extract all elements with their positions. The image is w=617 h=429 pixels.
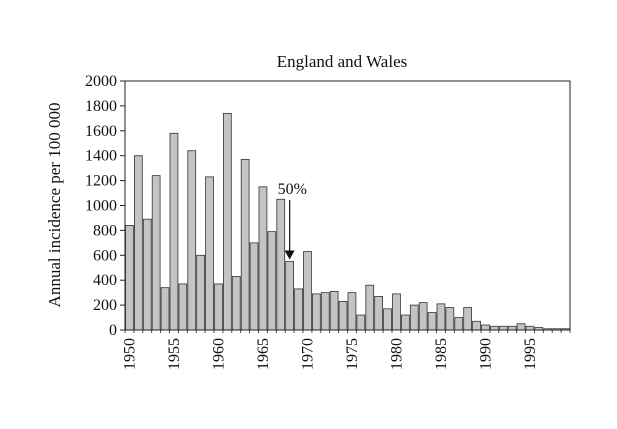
x-tick-label: 1955 [166, 338, 183, 370]
x-tick-label: 1990 [477, 338, 494, 370]
bar-1978 [374, 295, 384, 331]
y-tick-label: 2000 [85, 73, 117, 90]
bar-1953 [151, 175, 161, 331]
bar-1981 [400, 314, 410, 331]
annotation-arrow-head [284, 250, 295, 260]
y-tick-label: 400 [93, 272, 117, 289]
bar-1961 [222, 112, 232, 331]
annotation: 50% [278, 181, 307, 260]
bar-1987 [454, 317, 464, 331]
bar-1973 [329, 291, 339, 331]
y-tick-label: 200 [93, 297, 117, 314]
bar-1950 [125, 225, 134, 331]
x-tick-label: 1965 [255, 338, 272, 370]
bar-1976 [356, 314, 366, 331]
x-tick-label: 1980 [388, 338, 405, 370]
bar-1982 [409, 304, 419, 331]
bar-1991 [489, 325, 499, 331]
y-tick-label: 600 [93, 247, 117, 264]
bar-1959 [205, 176, 214, 331]
bar-1972 [320, 292, 330, 331]
bar-1992 [498, 325, 508, 331]
bar-1954 [160, 287, 170, 331]
bar-1977 [365, 284, 375, 331]
y-tick-label: 1200 [85, 173, 117, 190]
x-tick-label: 1975 [344, 338, 361, 370]
bar-1993 [507, 325, 517, 331]
y-tick-label: 800 [93, 222, 117, 239]
x-tick-label: 1985 [433, 338, 450, 370]
bar-1965 [258, 186, 268, 331]
bar-1995 [525, 325, 535, 331]
bar-1979 [383, 308, 392, 331]
bar-1966 [267, 231, 277, 331]
bar-1971 [311, 293, 321, 331]
annotation-label: 50% [278, 181, 307, 198]
bar-1970 [303, 251, 312, 331]
bar-1962 [231, 276, 241, 331]
bar-1988 [463, 307, 473, 331]
bar-1951 [133, 155, 143, 331]
bar-1986 [445, 307, 455, 331]
x-tick-label: 1950 [121, 338, 138, 370]
chart-title: England and Wales [277, 52, 408, 71]
bar-1958 [196, 254, 205, 331]
y-tick-label: 1000 [85, 198, 117, 215]
bar-1955 [169, 132, 179, 331]
bar-1975 [347, 292, 357, 331]
bar-1956 [178, 283, 188, 331]
x-axis-ticks: 1950 1955 1960 1965 1970 1975 1980 1985 1990 1995 [121, 330, 571, 370]
y-tick-label: 1600 [85, 123, 117, 140]
y-tick-label: 1400 [85, 148, 117, 165]
y-axis-ticks: 0 200 400 600 800 1000 1200 1400 1600 1800 2000 [85, 73, 125, 339]
bar-1994 [516, 323, 526, 331]
x-tick-label: 1995 [522, 338, 539, 370]
bars [125, 112, 570, 331]
y-tick-label: 0 [109, 322, 117, 339]
bar-1964 [249, 242, 259, 331]
x-tick-label: 1960 [210, 338, 227, 370]
x-tick-label: 1970 [299, 338, 316, 370]
bar-1989 [472, 320, 481, 331]
bar-1980 [392, 293, 401, 331]
bar-1985 [436, 303, 446, 331]
bar-1983 [418, 302, 428, 331]
bar-1968 [285, 261, 295, 331]
bar-1963 [240, 159, 250, 331]
bar-1984 [427, 312, 437, 331]
bar-1952 [142, 218, 152, 331]
y-axis-label: Annual incidence per 100 000 [45, 103, 64, 308]
bar-1969 [294, 288, 303, 331]
bar-1957 [187, 150, 197, 331]
bar-1967 [276, 198, 286, 331]
bar-1960 [214, 283, 223, 331]
bar-1974 [338, 300, 348, 331]
y-tick-label: 1800 [85, 98, 117, 115]
bar-1990 [481, 324, 490, 331]
